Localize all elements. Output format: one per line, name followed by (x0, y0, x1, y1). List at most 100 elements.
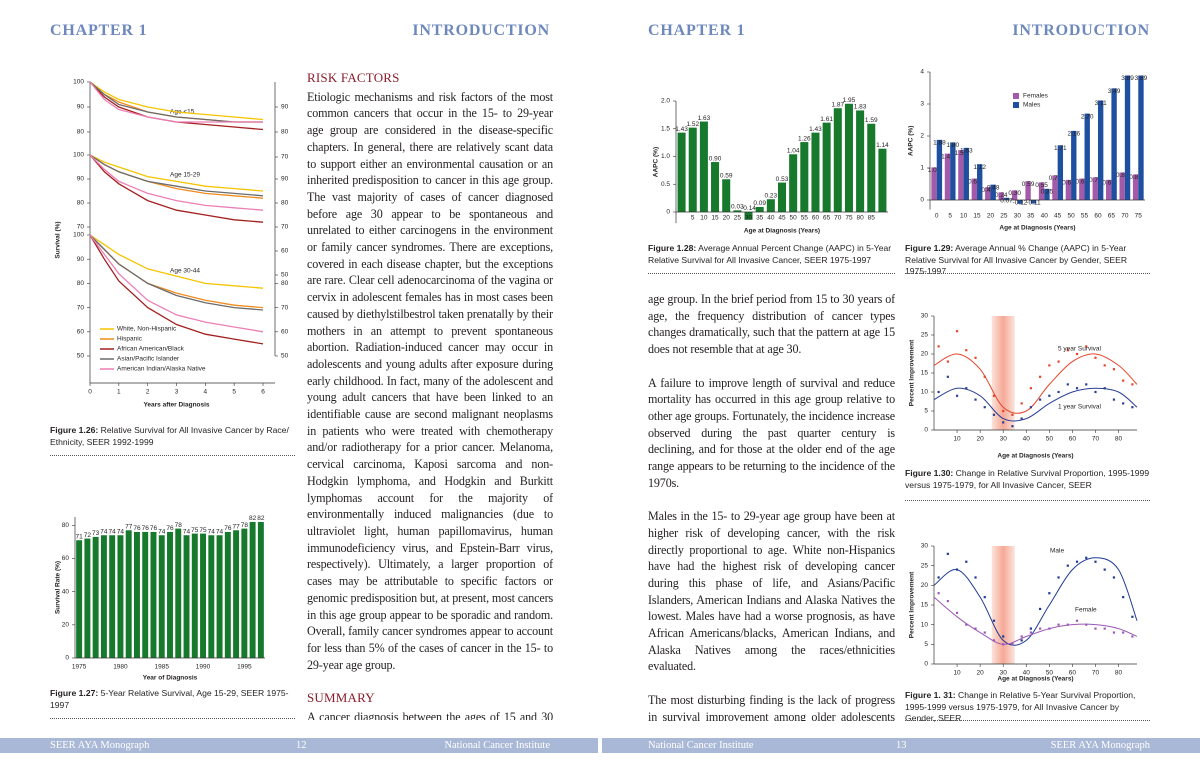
x-tick-label: 70 (1121, 213, 1129, 220)
caption-label: Figure 1.28: (648, 243, 697, 253)
bar (699, 121, 708, 212)
chapter-header: CHAPTER 1 (648, 22, 746, 39)
highlight-band (991, 546, 1015, 664)
scatter-point (992, 619, 996, 622)
x-tick-label: 50 (1046, 670, 1054, 677)
scatter-point (1039, 375, 1042, 378)
scatter-point (974, 398, 977, 401)
bar (167, 531, 173, 658)
paragraph: age group. In the brief period from 15 t… (648, 292, 895, 357)
value-label: 1.43 (809, 126, 822, 133)
y-tick-label: 60 (281, 329, 289, 336)
bar (1044, 188, 1050, 200)
bar (990, 184, 996, 200)
x-tick-label: 35 (1027, 213, 1035, 220)
y-tick-label: 2 (920, 133, 924, 140)
scatter-point (965, 560, 968, 563)
scatter-point (1020, 402, 1023, 405)
panel-label: Age 30-44 (170, 268, 200, 275)
y-tick-label: 100 (73, 152, 84, 159)
bar (1011, 190, 1018, 200)
x-tick-label: 1995 (237, 664, 252, 671)
value-label: 0.90 (709, 155, 722, 162)
bar (985, 187, 991, 200)
scatter-point (1002, 409, 1005, 413)
scatter-point (1085, 345, 1088, 348)
x-tick-label: 1985 (155, 664, 170, 671)
bar (833, 108, 842, 212)
bar (249, 521, 256, 658)
scatter-point (1085, 556, 1088, 559)
value-label: 74 (216, 528, 224, 535)
bar (191, 533, 198, 658)
value-label: 1.52 (686, 121, 699, 128)
x-tick-label: 15 (711, 215, 719, 222)
scatter-point (1122, 631, 1125, 634)
bar (811, 132, 820, 212)
value-label: 3.49 (1108, 88, 1121, 95)
y-tick-label: 5 (924, 408, 928, 415)
value-label: 1.14 (876, 142, 889, 149)
scatter-point (955, 330, 959, 333)
y-tick-label: 60 (62, 555, 70, 562)
section-heading: SUMMARY (307, 690, 375, 705)
bar (971, 178, 978, 200)
y-tick-label: 90 (77, 104, 85, 111)
y-tick-label: 15 (921, 602, 929, 609)
bar (867, 123, 876, 212)
x-tick-label: 70 (1092, 670, 1100, 677)
y-tick-label: 60 (281, 248, 289, 255)
scatter-point (955, 394, 959, 397)
bar (1030, 200, 1037, 204)
survival-line (89, 154, 264, 192)
x-tick-label: 1 (117, 389, 121, 396)
scatter-point (992, 413, 996, 416)
value-label: 77 (232, 523, 240, 530)
text-column: age group. In the brief period from 15 t… (648, 291, 895, 721)
footer-text: National Cancer Institute (444, 740, 550, 751)
figure-caption: Figure 1.30: Change in Relative Survival… (905, 468, 1150, 491)
value-label: 1.61 (820, 116, 833, 123)
scatter-point (983, 631, 986, 634)
bar (977, 164, 983, 200)
scatter-point (1020, 635, 1023, 638)
scatter-point (1122, 379, 1125, 382)
scatter-point (992, 394, 996, 397)
value-label: 1.04 (787, 147, 800, 154)
scatter-point (1112, 576, 1116, 579)
value-label: 1.45 (941, 153, 954, 160)
paragraph: Males in the 15- to 29-year age group ha… (648, 509, 895, 674)
value-label: -0.12 (1013, 200, 1028, 207)
paragraph: A failure to improve length of survival … (648, 375, 895, 490)
y-tick-label: 15 (921, 370, 929, 377)
bar (688, 127, 697, 212)
value-label: 0.59 (1022, 181, 1035, 188)
bar (856, 110, 865, 212)
scatter-point (1131, 635, 1134, 638)
value-label: 76 (166, 525, 174, 532)
scatter-point (974, 627, 977, 630)
value-label: 72 (84, 532, 92, 539)
caption-text: Average Annual % Change (AAPC) in 5-Year… (905, 243, 1128, 276)
x-axis-label: Age at Diagnosis (Years) (997, 676, 1073, 683)
value-label: 3.89 (1135, 75, 1148, 82)
fit-curve (933, 387, 1138, 422)
survival-line (89, 81, 263, 123)
scatter-point (1075, 560, 1079, 563)
value-label: 1.63 (698, 115, 711, 122)
y-tick-label: 70 (77, 224, 85, 231)
footer-text: National Cancer Institute (648, 740, 754, 751)
bar (183, 535, 190, 658)
footer-bar: National Cancer Institute 13 SEER AYA Mo… (602, 738, 1200, 753)
bar (142, 531, 149, 658)
x-tick-label: 70 (1092, 436, 1100, 443)
value-label: 76 (150, 525, 158, 532)
scatter-point (1066, 564, 1069, 567)
bar (200, 533, 207, 658)
bar (1119, 172, 1125, 200)
scatter-point (1122, 402, 1125, 405)
bar (133, 531, 140, 658)
survival-line (89, 81, 264, 121)
y-tick-label: 80 (77, 280, 85, 287)
